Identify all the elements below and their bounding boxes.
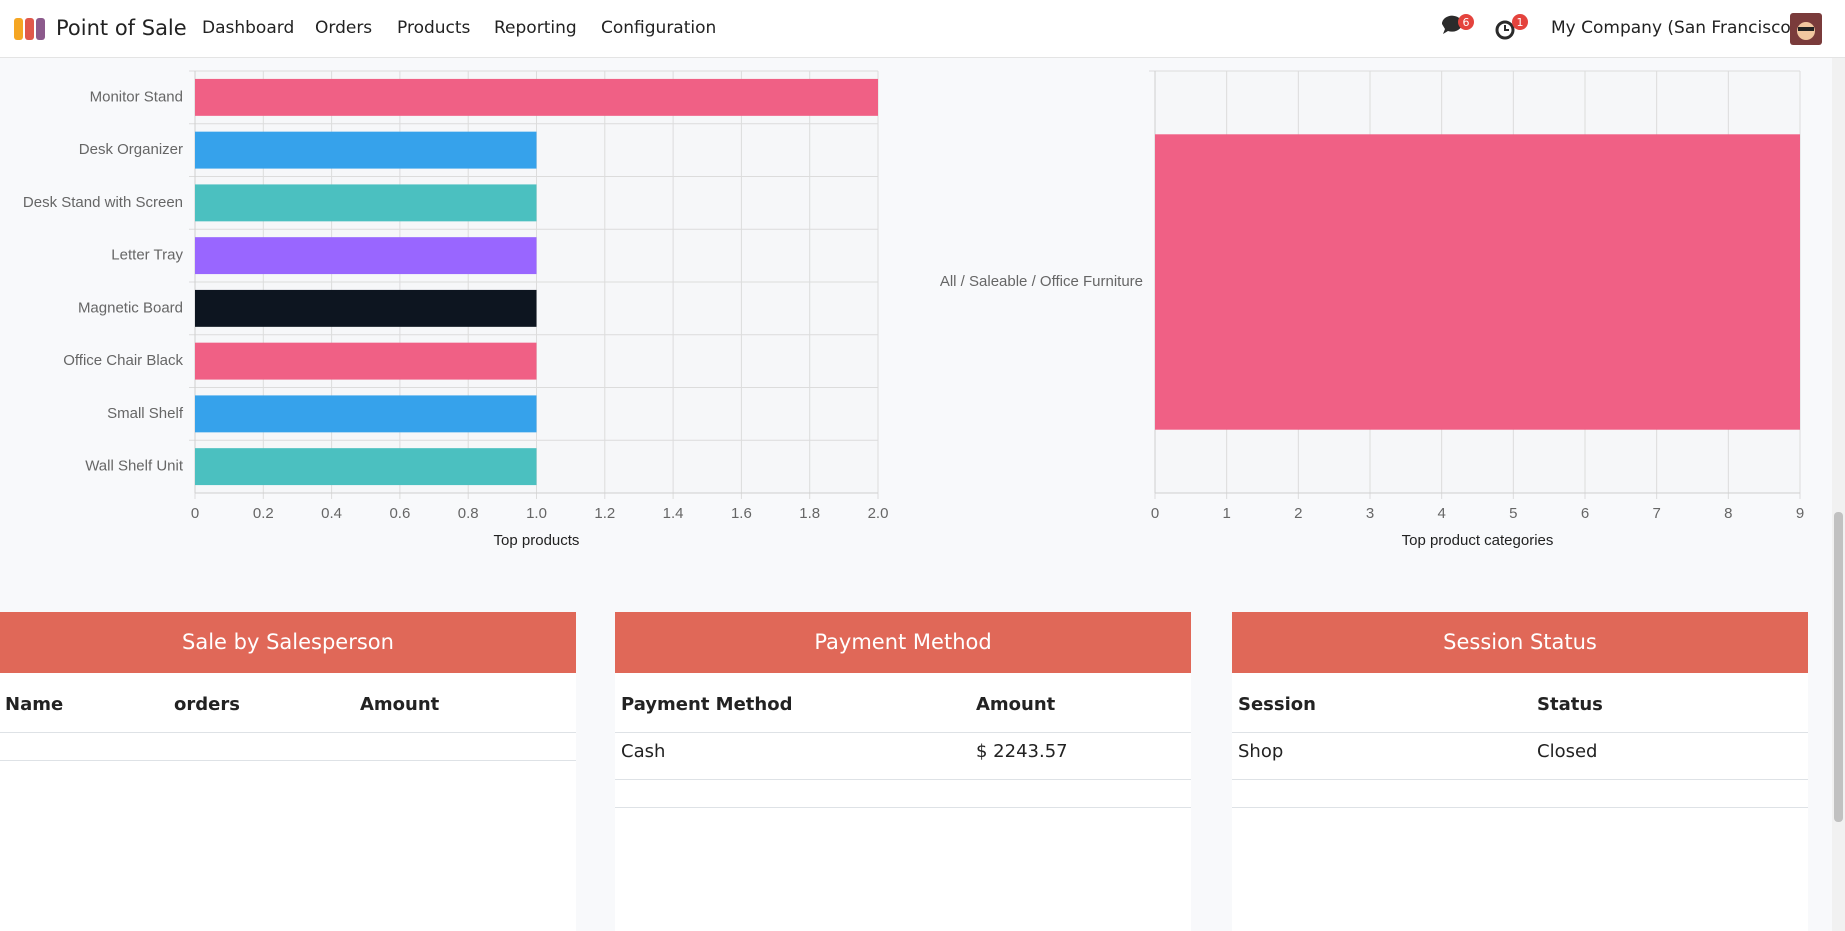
row-divider [1232, 732, 1808, 733]
y-tick-label: Desk Stand with Screen [23, 194, 183, 211]
x-axis-label: Top products [494, 532, 580, 549]
x-tick-label: 0.4 [321, 505, 342, 522]
x-tick-label: 1.8 [799, 505, 820, 522]
y-tick-label: Letter Tray [111, 247, 183, 264]
activities-icon[interactable]: 1 [1494, 14, 1530, 44]
scrollbar[interactable] [1832, 57, 1845, 931]
column-header: Amount [360, 694, 440, 715]
menu-item[interactable]: Dashboard [202, 18, 295, 38]
bar [195, 448, 537, 486]
x-tick-label: 4 [1437, 505, 1445, 522]
badge: 6 [1463, 16, 1470, 29]
row-divider [615, 732, 1191, 733]
app-logo[interactable] [14, 16, 48, 42]
x-tick-label: 5 [1509, 505, 1517, 522]
bar [195, 395, 537, 433]
panel-title: Session Status [1232, 612, 1808, 673]
y-tick-label: All / Saleable / Office Furniture [940, 273, 1143, 290]
row-divider [615, 807, 1191, 808]
menu-item[interactable]: Orders [315, 18, 373, 38]
bar [195, 184, 537, 222]
column-header: Amount [976, 694, 1056, 715]
y-tick-label: Monitor Stand [90, 88, 183, 105]
table-cell: $ 2243.57 [976, 741, 1068, 762]
bar [195, 342, 537, 380]
menu-item[interactable]: Reporting [494, 18, 577, 38]
x-tick-label: 3 [1366, 505, 1374, 522]
x-tick-label: 0 [191, 505, 199, 522]
charts: 0 0.2 0.4 0.6 0.8 1.0 1.2 1.4 1.6 1.8 2.0 Monitor S… [23, 70, 1804, 549]
x-tick-label: 2.0 [868, 505, 889, 522]
x-tick-label: 1 [1222, 505, 1230, 522]
x-tick-label: 0 [1151, 505, 1159, 522]
x-tick-label: 0.8 [458, 505, 479, 522]
x-tick-label: 8 [1724, 505, 1732, 522]
row-divider [0, 732, 576, 733]
table-cell: Cash [621, 741, 666, 762]
row-divider [1232, 807, 1808, 808]
user-avatar[interactable] [1790, 13, 1822, 45]
x-tick-label: 9 [1796, 505, 1804, 522]
badge: 1 [1517, 16, 1524, 29]
bar [1155, 134, 1800, 430]
panel: Payment Method Payment Method Amount Cash $ … [615, 612, 1191, 931]
x-tick-label: 1.0 [526, 505, 547, 522]
y-tick-label: Small Shelf [107, 405, 184, 422]
column-header: Status [1537, 694, 1603, 715]
app-name[interactable]: Point of Sale [56, 16, 187, 40]
company-switcher[interactable]: My Company (San Francisco) [1551, 18, 1798, 38]
x-tick-label: 0.6 [389, 505, 410, 522]
x-tick-label: 1.2 [594, 505, 615, 522]
scrollbar-thumb[interactable] [1834, 512, 1843, 822]
row-divider [615, 779, 1191, 780]
panel-title: Sale by Salesperson [0, 612, 576, 673]
bar [195, 289, 537, 327]
navbar: Point of Sale Dashboard Orders Products … [0, 0, 1845, 58]
x-tick-label: 0.2 [253, 505, 274, 522]
y-tick-label: Desk Organizer [79, 141, 183, 158]
column-header: orders [174, 694, 240, 715]
column-header: Payment Method [621, 694, 793, 715]
bar [195, 131, 537, 169]
x-tick-label: 2 [1294, 505, 1302, 522]
x-tick-label: 6 [1581, 505, 1589, 522]
x-tick-label: 1.6 [731, 505, 752, 522]
panel: Sale by Salesperson Name orders Amount [0, 612, 576, 931]
column-header: Session [1238, 694, 1316, 715]
column-header: Name [5, 694, 64, 715]
y-tick-label: Office Chair Black [63, 352, 183, 369]
row-divider [0, 760, 576, 761]
menu-item[interactable]: Products [397, 18, 471, 38]
table-cell: Shop [1238, 741, 1284, 762]
y-tick-label: Wall Shelf Unit [85, 458, 184, 475]
x-axis-label: Top product categories [1402, 532, 1554, 549]
bar [195, 78, 878, 116]
panel-title: Payment Method [615, 612, 1191, 673]
menu-item[interactable]: Configuration [601, 18, 717, 38]
x-tick-label: 1.4 [663, 505, 684, 522]
x-tick-label: 7 [1652, 505, 1660, 522]
panel: Session Status Session Status Shop Closed [1232, 612, 1808, 931]
row-divider [1232, 779, 1808, 780]
messages-icon[interactable]: 6 [1440, 14, 1476, 44]
bar [195, 237, 537, 275]
y-tick-label: Magnetic Board [78, 299, 183, 316]
table-cell: Closed [1537, 741, 1598, 762]
